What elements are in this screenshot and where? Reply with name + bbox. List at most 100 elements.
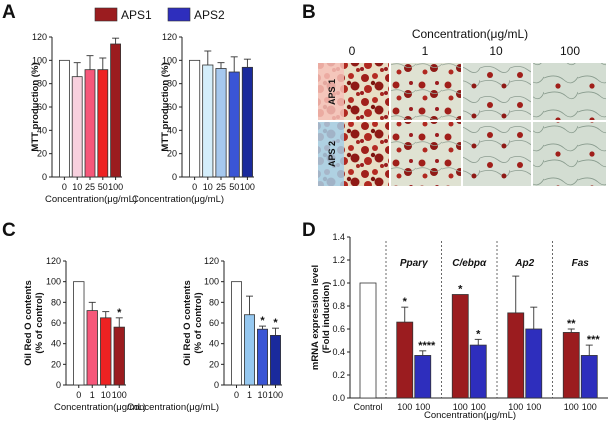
- image-col-label-2: 10: [489, 44, 503, 58]
- legend-label-aps1: APS1: [121, 8, 152, 22]
- x-tick-label: 50: [98, 182, 108, 192]
- bar: [228, 71, 240, 178]
- y-axis-label-2: (% of control): [34, 292, 45, 353]
- x-tick-label: 0: [234, 390, 239, 400]
- bar: [451, 294, 469, 399]
- bar: [580, 355, 598, 399]
- y-tick-label: 80: [37, 79, 47, 89]
- x-tick-label: 0: [76, 390, 81, 400]
- x-tick-label: 100: [508, 402, 523, 412]
- bar: [100, 317, 112, 386]
- bar: [86, 310, 98, 386]
- image-col-label-3: 100: [560, 44, 580, 58]
- x-tick-label: 1: [90, 390, 95, 400]
- bar: [244, 314, 255, 386]
- significance-marker: *: [458, 284, 463, 296]
- x-tick-label: 50: [229, 182, 239, 192]
- panel-label-b: B: [302, 2, 316, 23]
- x-tick-label: 1: [247, 390, 252, 400]
- row-label-overlay-aps2: APS 2: [327, 141, 337, 167]
- y-tick-label: 80: [209, 297, 219, 307]
- legend: APS1 APS2: [94, 7, 225, 22]
- y-axis-label: Oil Red O contents: [23, 280, 34, 366]
- y-tick-label: 120: [204, 256, 219, 266]
- x-tick-label: 100: [240, 182, 255, 192]
- y-tick-label: 120: [32, 32, 47, 42]
- bar: [189, 59, 201, 178]
- gene-label: Fas: [572, 258, 590, 269]
- x-axis-label: Concentration(μg/mL): [45, 194, 137, 205]
- x-tick-label: 0: [192, 182, 197, 192]
- gene-label: C/ebpα: [452, 258, 487, 269]
- y-tick-label: 40: [51, 339, 61, 349]
- x-tick-label: 100: [112, 390, 127, 400]
- y-axis-label: MTT production (%): [30, 62, 41, 151]
- y-tick-label: 120: [46, 256, 61, 266]
- row-label-overlay-aps1: APS 1: [327, 79, 337, 105]
- y-tick-label: 20: [51, 359, 61, 369]
- x-tick-label: 100: [415, 402, 430, 412]
- y-tick-label: 20: [209, 359, 219, 369]
- y-tick-label: 0: [172, 172, 177, 182]
- x-tick-label: 0: [62, 182, 67, 192]
- x-tick-label: 25: [85, 182, 95, 192]
- bar: [84, 69, 96, 178]
- legend-label-aps2: APS2: [194, 8, 225, 22]
- micrograph-grid: [318, 63, 606, 186]
- significance-marker: ****: [418, 340, 436, 352]
- y-tick-label: 0.8: [332, 301, 345, 311]
- bar: [231, 281, 242, 386]
- y-tick-label: 0.4: [332, 347, 345, 357]
- y-tick-label: 0.0: [332, 393, 345, 403]
- legend-swatch-aps2: [167, 7, 191, 22]
- x-tick-label: 100: [526, 402, 541, 412]
- y-tick-label: 0: [214, 380, 219, 390]
- x-tick-label: 100: [582, 402, 597, 412]
- y-tick-label: 1.2: [332, 255, 345, 265]
- micrograph-aps2-100: [533, 122, 606, 186]
- y-tick-label: 1.0: [332, 278, 345, 288]
- significance-marker: ***: [587, 334, 601, 346]
- y-tick-label: 0.2: [332, 370, 345, 380]
- y-tick-label: 80: [51, 297, 61, 307]
- y-tick-label: 100: [204, 277, 219, 287]
- y-tick-label: 20: [167, 149, 177, 159]
- bar: [97, 69, 109, 178]
- image-col-label-1: 1: [422, 44, 429, 58]
- micrograph-aps1-100: [533, 63, 606, 120]
- gene-label: Ap2: [514, 258, 534, 269]
- bar: [396, 321, 414, 399]
- x-tick-label: 100: [108, 182, 123, 192]
- significance-marker: **: [567, 318, 576, 330]
- bar: [215, 68, 227, 178]
- significance-marker: *: [273, 317, 278, 329]
- y-tick-label: 40: [209, 339, 219, 349]
- bar: [73, 281, 85, 386]
- bar: [59, 59, 70, 178]
- panel-label-a: A: [2, 2, 16, 23]
- y-tick-label: 100: [46, 277, 61, 287]
- x-tick-label: 100: [268, 390, 283, 400]
- y-tick-label: 40: [37, 125, 47, 135]
- bar: [71, 76, 83, 178]
- significance-marker: *: [476, 328, 481, 340]
- micrograph-aps1-10: [463, 63, 531, 120]
- x-tick-label: 25: [216, 182, 226, 192]
- row-band-overlay-aps2: [318, 122, 344, 186]
- micrograph-aps1-1: [391, 63, 461, 120]
- x-axis-label: Concentration(μg/mL): [127, 402, 219, 413]
- y-axis-label: Oil Red O contents: [182, 280, 193, 366]
- bar: [257, 328, 268, 386]
- chart-d-mrna: 0.0 0.2 0.4 0.6 0.8 1.0 1.2 1.4 Control Pparγ * 100…: [310, 232, 608, 421]
- bar: [469, 344, 487, 399]
- y-tick-label: 120: [162, 32, 177, 42]
- bar: [270, 334, 281, 386]
- bar: [359, 282, 377, 399]
- y-tick-label: 0.6: [332, 324, 345, 334]
- x-tick-label: 100: [564, 402, 579, 412]
- y-axis-label-2: (% of control): [193, 292, 204, 353]
- bar: [562, 332, 580, 399]
- y-tick-label: 0: [42, 172, 47, 182]
- y-tick-label: 40: [167, 125, 177, 135]
